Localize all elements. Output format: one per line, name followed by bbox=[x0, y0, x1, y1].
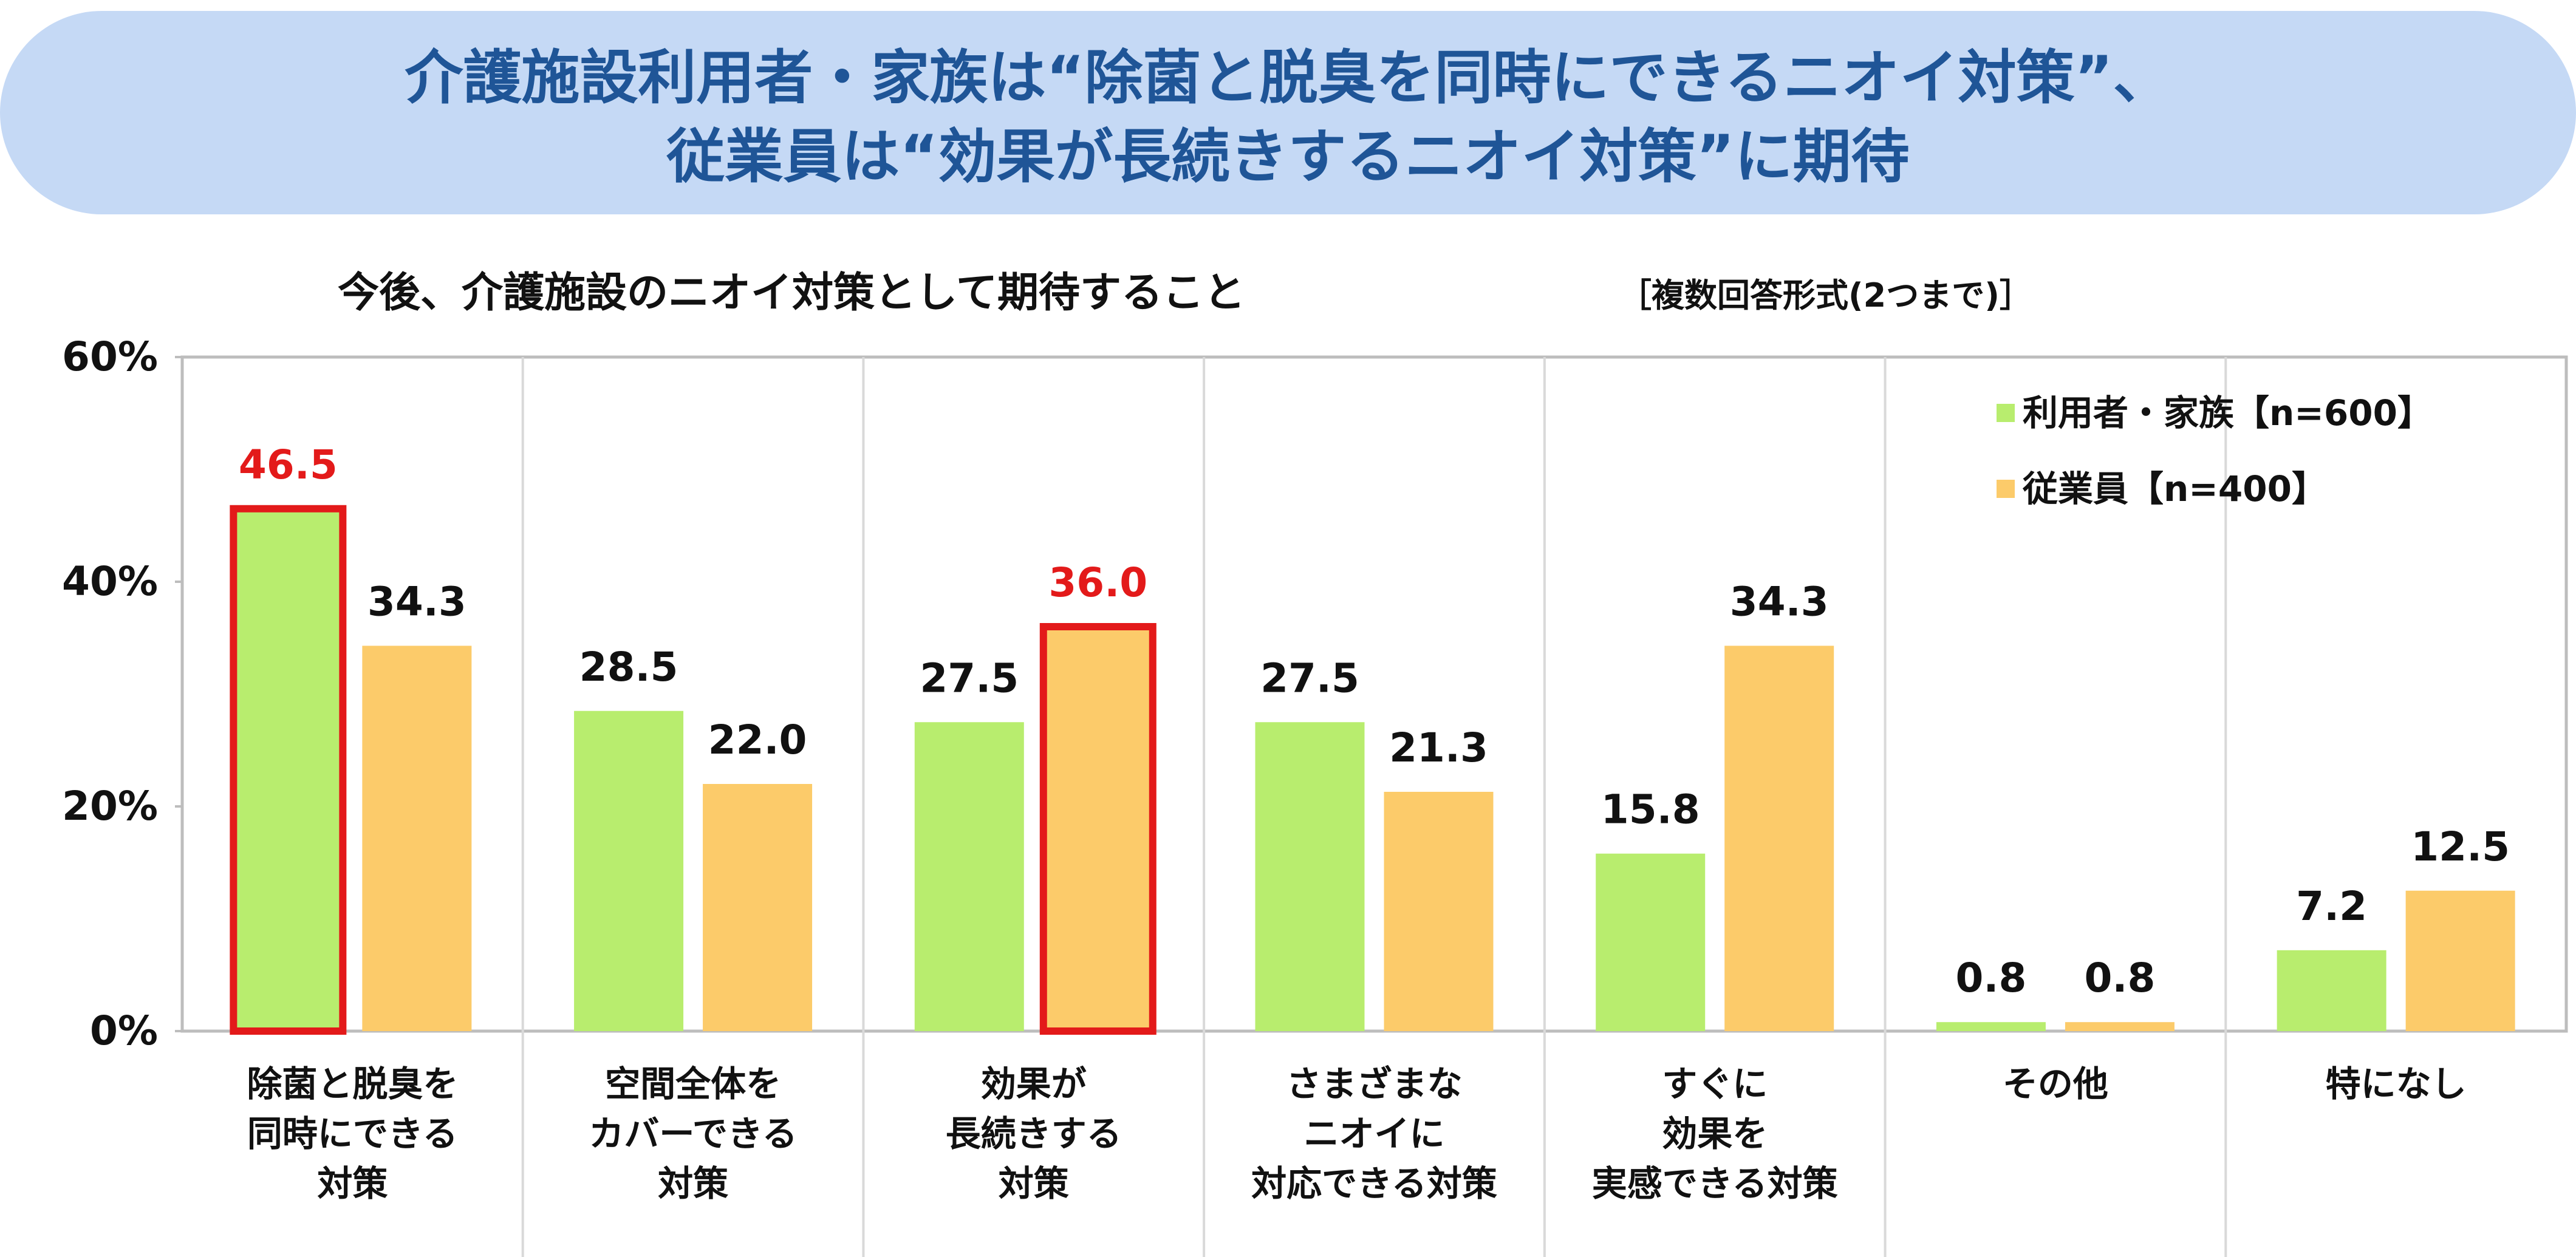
bar-staff bbox=[1724, 646, 1834, 1031]
bar-family bbox=[1255, 722, 1365, 1031]
plot-area: 0%20%40%60%46.534.3除菌と脱臭を同時にできる対策28.522.… bbox=[62, 333, 2568, 1257]
data-label: 36.0 bbox=[1048, 559, 1147, 606]
x-category-label: その他 bbox=[2003, 1063, 2108, 1105]
chart-title: 今後、介護施設のニオイ対策として期待すること bbox=[338, 269, 1245, 317]
x-category-label: 空間全体を bbox=[605, 1063, 781, 1105]
data-label: 12.5 bbox=[2411, 823, 2510, 870]
x-category-label: 特になし bbox=[2326, 1063, 2467, 1105]
y-tick-label: 40% bbox=[62, 558, 158, 605]
x-category-label: 対策 bbox=[999, 1163, 1069, 1204]
x-category-label: 効果が bbox=[981, 1063, 1087, 1105]
chart-subtitle: ［複数回答形式(2つまで)］ bbox=[1619, 276, 2032, 315]
x-category-label: さまざまな bbox=[1286, 1063, 1462, 1105]
x-category-label: カバーできる bbox=[589, 1113, 797, 1154]
data-label: 27.5 bbox=[920, 655, 1019, 701]
x-category-label: 長続きする bbox=[946, 1113, 1122, 1154]
bar-staff bbox=[362, 646, 472, 1031]
y-tick-label: 20% bbox=[62, 783, 158, 829]
legend-swatch bbox=[1997, 404, 2015, 422]
bar-family bbox=[2277, 950, 2386, 1031]
x-category-label: 対策 bbox=[658, 1163, 728, 1204]
bar-staff bbox=[1384, 791, 1494, 1031]
legend-label: 利用者・家族【n=600】 bbox=[2023, 392, 2433, 434]
bar-staff bbox=[2405, 890, 2515, 1031]
data-label: 28.5 bbox=[579, 644, 678, 690]
data-label: 34.3 bbox=[1730, 578, 1829, 625]
bar-family bbox=[574, 710, 684, 1031]
x-category-label: すぐに bbox=[1662, 1063, 1768, 1105]
data-label: 15.8 bbox=[1601, 786, 1700, 833]
bar-family bbox=[1596, 853, 1706, 1031]
y-tick-label: 0% bbox=[90, 1007, 158, 1054]
data-label: 0.8 bbox=[2084, 955, 2155, 1001]
data-label: 0.8 bbox=[1955, 955, 2026, 1001]
banner-title-line-1: 介護施設利用者・家族は“除菌と脱臭を同時にできるニオイ対策”、 bbox=[405, 44, 2171, 112]
x-category-label: 除菌と脱臭を bbox=[247, 1063, 458, 1105]
x-category-label: ニオイに bbox=[1303, 1113, 1444, 1154]
plot-frame bbox=[180, 355, 2568, 1033]
y-tick-label: 60% bbox=[62, 333, 158, 380]
bar-staff bbox=[1039, 623, 1156, 1035]
data-label: 22.0 bbox=[708, 717, 807, 763]
legend-label: 従業員【n=400】 bbox=[2022, 468, 2327, 509]
data-label: 46.5 bbox=[239, 441, 338, 488]
x-category-label: 実感できる対策 bbox=[1592, 1163, 1838, 1204]
x-category-label: 対策 bbox=[317, 1163, 388, 1204]
data-label: 21.3 bbox=[1389, 724, 1488, 771]
banner-title-line-2: 従業員は“効果が長続きするニオイ対策”に期待 bbox=[666, 123, 1910, 191]
x-category-label: 効果を bbox=[1662, 1113, 1768, 1154]
bar-family bbox=[914, 722, 1024, 1031]
x-category-label: 同時にできる bbox=[247, 1113, 458, 1154]
bar-family bbox=[230, 505, 347, 1035]
data-label: 34.3 bbox=[367, 578, 466, 625]
data-label: 7.2 bbox=[2296, 883, 2367, 930]
x-category-label: 対応できる対策 bbox=[1251, 1163, 1497, 1204]
bar-staff bbox=[2065, 1022, 2175, 1031]
data-label: 27.5 bbox=[1260, 655, 1359, 701]
title-banner: 介護施設利用者・家族は“除菌と脱臭を同時にできるニオイ対策”、 従業員は“効果が… bbox=[0, 11, 2576, 214]
legend-swatch bbox=[1997, 480, 2015, 498]
bar-family bbox=[1936, 1022, 2046, 1031]
bar-staff bbox=[703, 784, 813, 1031]
